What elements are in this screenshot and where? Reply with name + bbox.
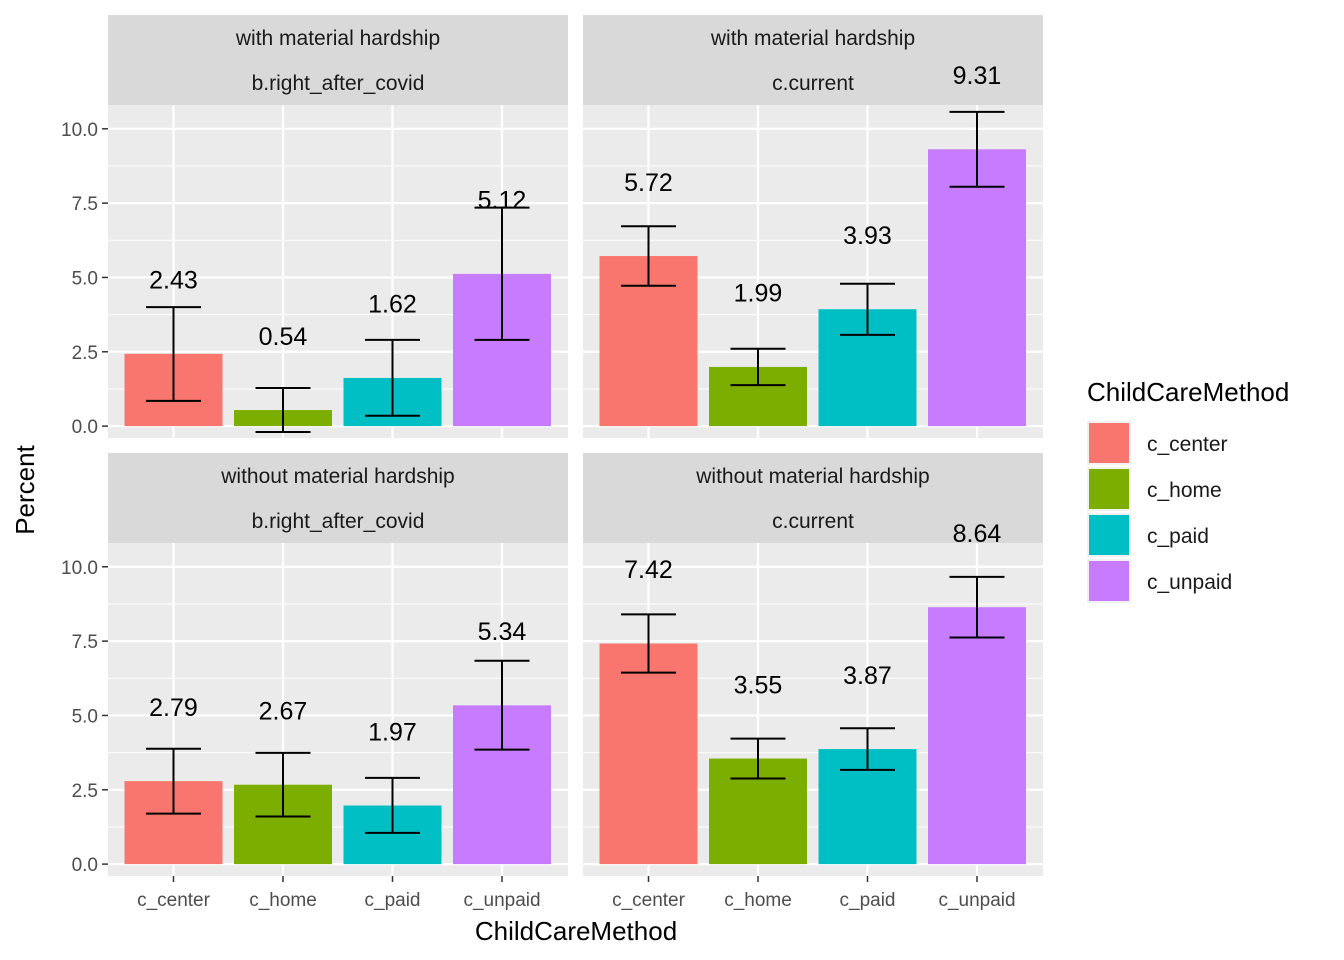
facet-panel: without material hardship b.right_after_c… — [108, 453, 568, 876]
legend-swatch-c_paid — [1089, 515, 1129, 555]
y-tick-label: 7.5 — [72, 632, 98, 653]
y-tick-label: 7.5 — [72, 194, 98, 215]
error-bar — [255, 387, 311, 434]
legend-swatch-c_home — [1089, 469, 1129, 509]
bar-value-label: 2.67 — [259, 697, 308, 725]
y-tick-label: 5.0 — [72, 268, 98, 289]
y-tick-label: 2.5 — [72, 781, 98, 802]
legend-label-c_home: c_home — [1147, 479, 1222, 502]
bar-value-label: 9.31 — [953, 62, 1002, 90]
y-tick-label: 10.0 — [61, 120, 98, 141]
legend-swatch-c_center — [1089, 423, 1129, 463]
bar-value-label: 2.79 — [149, 694, 198, 722]
error-bar — [621, 225, 676, 287]
bar-c_unpaid — [928, 607, 1026, 865]
strip-bottom-label: c.current — [772, 72, 854, 95]
bar-value-label: 3.87 — [843, 662, 892, 690]
strip-bottom — [583, 60, 1043, 105]
strip-bottom-label: c.current — [772, 510, 854, 533]
error-bar — [621, 613, 676, 674]
bar-value-label: 2.43 — [149, 267, 198, 295]
legend-swatch-c_unpaid — [1089, 561, 1129, 601]
legend: ChildCareMethod c_center c_home c_paid c_un… — [1087, 377, 1289, 603]
bar-value-label: 5.72 — [624, 169, 673, 197]
strip-bottom — [583, 498, 1043, 543]
error-bar — [146, 747, 201, 815]
error-bar — [949, 575, 1005, 639]
y-axis-title: Percent — [10, 444, 40, 534]
error-bar — [474, 659, 530, 751]
y-tick-label: 2.5 — [72, 343, 98, 364]
strip-top — [108, 453, 568, 498]
error-bar — [365, 776, 420, 834]
bar-value-label: 1.97 — [368, 718, 417, 746]
x-tick-label: c_home — [249, 890, 317, 911]
error-bar — [840, 727, 895, 771]
facet-panel: with material hardship b.right_after_covi… — [108, 15, 568, 438]
bar-value-label: 7.42 — [624, 556, 673, 584]
error-bar — [255, 751, 311, 818]
facet-panel: with material hardship c.current 5.72 1.99 3… — [583, 15, 1043, 438]
strip-top-label: with material hardship — [710, 27, 915, 50]
y-tick-label: 0.0 — [72, 855, 98, 876]
bar-value-label: 1.99 — [734, 280, 783, 308]
bar-value-label: 5.34 — [478, 618, 527, 646]
x-tick-label: c_home — [724, 890, 792, 911]
x-tick-label: c_center — [612, 890, 686, 911]
bar-c_center — [599, 643, 698, 865]
error-bar — [474, 206, 530, 341]
x-axis-title: ChildCareMethod — [475, 916, 677, 946]
x-tick-label: c_unpaid — [463, 890, 540, 911]
legend-label-c_paid: c_paid — [1147, 525, 1209, 548]
legend-label-c_unpaid: c_unpaid — [1147, 571, 1232, 594]
error-bar — [949, 110, 1005, 188]
y-tick-label: 10.0 — [61, 558, 98, 579]
strip-top — [583, 453, 1043, 498]
facet-panels: with material hardship b.right_after_covi… — [108, 15, 1043, 876]
error-bar — [730, 347, 786, 387]
x-tick-label: c_paid — [840, 890, 896, 911]
x-tick-label: c_paid — [365, 890, 421, 911]
strip-top — [583, 15, 1043, 60]
bar-value-label: 3.93 — [843, 222, 892, 250]
strip-top-label: without material hardship — [695, 465, 929, 488]
strip-bottom-label: b.right_after_covid — [252, 510, 425, 533]
x-tick-label: c_center — [137, 890, 211, 911]
y-tick-label: 5.0 — [72, 706, 98, 727]
strip-top-label: with material hardship — [235, 27, 440, 50]
error-bar — [840, 282, 895, 336]
strip-bottom-label: b.right_after_covid — [252, 72, 425, 95]
legend-title: ChildCareMethod — [1087, 377, 1289, 407]
legend-label-c_center: c_center — [1147, 433, 1228, 456]
bar-value-label: 3.55 — [734, 671, 783, 699]
strip-bottom — [108, 60, 568, 105]
y-tick-label: 0.0 — [72, 417, 98, 438]
bar-value-label: 1.62 — [368, 291, 417, 319]
bar-c_unpaid — [928, 149, 1026, 427]
strip-bottom — [108, 498, 568, 543]
facet-panel: without material hardship c.current 7.42 3.… — [583, 453, 1043, 876]
error-bar — [365, 338, 420, 417]
strip-top-label: without material hardship — [220, 465, 454, 488]
error-bar — [730, 737, 786, 780]
bar-value-label: 8.64 — [953, 520, 1002, 548]
bar-value-label: 0.54 — [259, 323, 308, 351]
strip-top — [108, 15, 568, 60]
x-axis: c_center c_home c_paid c_unpaid c_center c_ho… — [137, 876, 1016, 911]
error-bar — [146, 306, 201, 402]
y-axes: 0.0 2.5 5.0 7.5 10.0 0.0 2.5 5.0 7.5 10.0 — [61, 120, 108, 876]
x-tick-label: c_unpaid — [938, 890, 1015, 911]
